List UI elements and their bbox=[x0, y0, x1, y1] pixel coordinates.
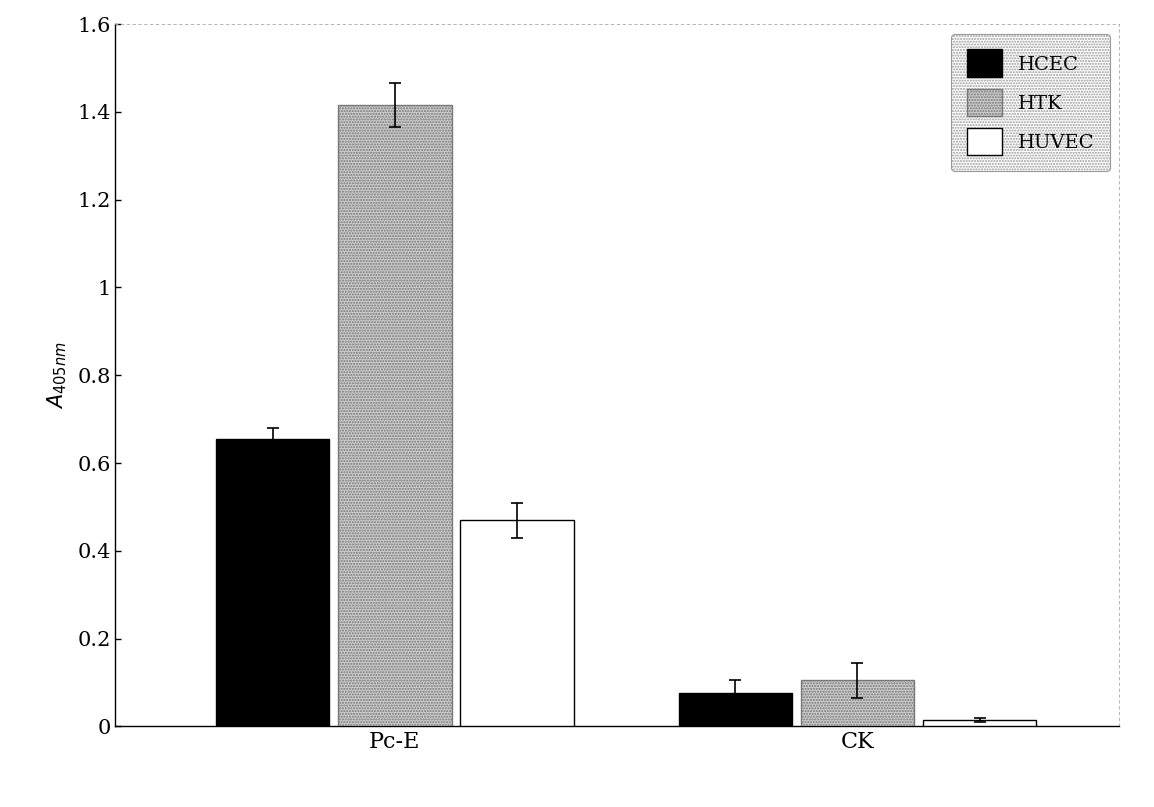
Legend: HCEC, HTK, HUVEC: HCEC, HTK, HUVEC bbox=[952, 34, 1110, 171]
Bar bbox=[338, 106, 451, 726]
Bar bbox=[923, 720, 1036, 726]
Bar bbox=[801, 680, 914, 726]
Y-axis label: $A_{405nm}$: $A_{405nm}$ bbox=[45, 341, 69, 409]
Bar bbox=[679, 693, 792, 726]
Bar bbox=[460, 520, 574, 726]
Bar bbox=[216, 439, 329, 726]
